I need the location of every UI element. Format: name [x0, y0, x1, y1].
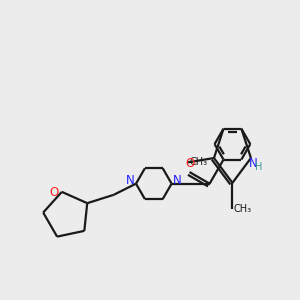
- Text: CH₃: CH₃: [234, 203, 252, 214]
- Text: O: O: [49, 186, 58, 199]
- Text: N: N: [125, 174, 134, 187]
- Text: N: N: [249, 157, 258, 170]
- Text: O: O: [185, 157, 194, 170]
- Text: CH₃: CH₃: [190, 157, 208, 167]
- Text: H: H: [256, 163, 263, 172]
- Text: N: N: [173, 174, 182, 187]
